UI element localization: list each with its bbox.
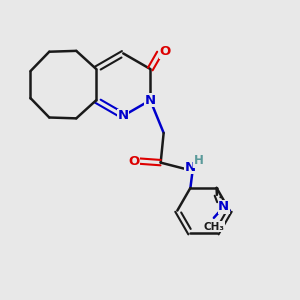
Text: O: O xyxy=(159,45,170,58)
Text: N: N xyxy=(118,109,129,122)
Text: N: N xyxy=(185,160,196,174)
Text: O: O xyxy=(128,154,140,168)
Text: N: N xyxy=(218,200,230,213)
Text: CH₃: CH₃ xyxy=(203,222,224,232)
Text: N: N xyxy=(145,94,156,107)
Text: H: H xyxy=(194,154,204,167)
